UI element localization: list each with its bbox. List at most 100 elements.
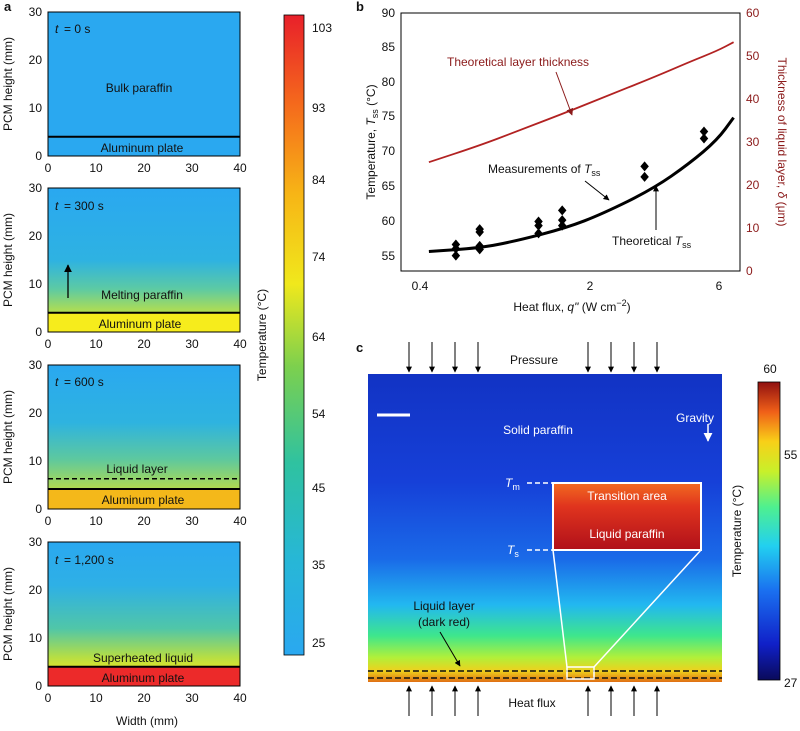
- ytick: 0: [35, 679, 42, 693]
- xtick: 40: [233, 691, 247, 705]
- data-point-measurement: [451, 239, 461, 250]
- panel-a-colorbar-label: Temperature (°C): [255, 289, 269, 381]
- xtick: 0: [45, 161, 52, 175]
- t0-ylabel: PCM height (mm): [1, 37, 15, 131]
- cbar-tick: 84: [312, 173, 326, 187]
- ytick-right: 50: [746, 49, 760, 63]
- xtick: 20: [137, 691, 151, 705]
- xtick: 2: [587, 279, 594, 293]
- cbar-tick: 64: [312, 330, 326, 344]
- xtick: 40: [233, 514, 247, 528]
- annotation-layer-thickness: Theoretical layer thickness: [447, 55, 589, 69]
- series-line-layer-thickness: [428, 41, 735, 164]
- data-point-measurement: [557, 205, 567, 216]
- xtick: 30: [185, 337, 199, 351]
- panel-c-colorbar-label: Temperature (°C): [730, 485, 744, 577]
- measure-arrow-icon: [584, 180, 610, 201]
- xtick: 10: [89, 691, 103, 705]
- ts-label: Ts: [507, 543, 519, 559]
- cbar-c-tick: 60: [763, 362, 777, 376]
- panel-b-plot: [428, 41, 735, 261]
- t600-time-value: = 600 s: [64, 375, 104, 389]
- data-point-measurement: [534, 216, 543, 227]
- panel-b-ylabel-left: Temperature, Tss (°C): [364, 84, 381, 199]
- ytick-left: 55: [382, 249, 396, 263]
- t1200-plate-label: Aluminum plate: [102, 671, 185, 685]
- t1200-region-label: Superheated liquid: [93, 651, 193, 665]
- ytick: 10: [29, 101, 43, 115]
- t600-plate-label: Aluminum plate: [102, 493, 185, 507]
- ytick: 0: [35, 502, 42, 516]
- data-point-measurement: [699, 133, 709, 144]
- t300-ylabel: PCM height (mm): [1, 213, 15, 307]
- data-point-measurement: [475, 224, 484, 235]
- data-point-measurement: [557, 215, 567, 226]
- panel-c-colorbar: 60 55 27 Temperature (°C): [730, 362, 798, 690]
- ytick: 20: [29, 406, 43, 420]
- annotation-measurements: Measurements of Tss: [488, 162, 601, 178]
- panel-a-letter: a: [4, 0, 12, 14]
- panel-b: b 55 60 65 70 75 80 85 90 0 10 20 30 40 …: [356, 0, 789, 314]
- xtick: 30: [185, 514, 199, 528]
- pressure-label: Pressure: [510, 353, 558, 367]
- ytick: 30: [29, 181, 43, 195]
- t0-time-prefix: t: [55, 22, 59, 36]
- ytick-right: 40: [746, 92, 760, 106]
- t1200-xticks: 0 10 20 30 40: [45, 691, 247, 705]
- panel-a-colorbar: 103 93 84 74 64 54 45 35 25 Temperature …: [255, 14, 332, 656]
- panel-a-xlabel: Width (mm): [116, 714, 178, 728]
- transition-label: Transition area: [587, 489, 667, 503]
- cbar-tick: 35: [312, 558, 326, 572]
- ytick: 10: [29, 277, 43, 291]
- t1200-time-prefix: t: [55, 553, 59, 567]
- ytick: 20: [29, 229, 43, 243]
- ytick: 10: [29, 631, 43, 645]
- panel-b-ylabel-right: Thickness of liquid layer, δ (μm): [775, 58, 789, 227]
- liquid-paraffin-label: Liquid paraffin: [589, 527, 664, 541]
- cbar-c-tick: 27: [784, 676, 798, 690]
- ytick: 0: [35, 149, 42, 163]
- panel-c: c Pressure Heat flux Solid paraffin Grav…: [356, 340, 798, 716]
- ytick-left: 60: [382, 214, 396, 228]
- ytick: 20: [29, 53, 43, 67]
- ytick-left: 80: [382, 75, 396, 89]
- data-point-measurement: [451, 250, 461, 261]
- ytick-right: 20: [746, 178, 760, 192]
- ytick: 30: [29, 358, 43, 372]
- panel-b-xlabel: Heat flux, q" (W cm−2): [513, 298, 630, 314]
- xtick: 40: [233, 161, 247, 175]
- ytick: 30: [29, 535, 43, 549]
- xtick: 0: [45, 691, 52, 705]
- ytick-right: 30: [746, 135, 760, 149]
- cbar-tick: 45: [312, 481, 326, 495]
- t300-time-prefix: t: [55, 199, 59, 213]
- ytick: 10: [29, 454, 43, 468]
- series-line-theoretical-tss: [428, 116, 735, 253]
- xtick: 10: [89, 161, 103, 175]
- ytick-left: 70: [382, 144, 396, 158]
- cbar-tick: 54: [312, 407, 326, 421]
- ytick-left: 85: [382, 40, 396, 54]
- t0-plate-label: Aluminum plate: [101, 141, 184, 155]
- t300-yticks: 0 10 20 30: [29, 181, 43, 339]
- pressure-arrows: [406, 342, 660, 373]
- ytick-left: 75: [382, 109, 396, 123]
- layer-arrow-icon: [555, 71, 574, 116]
- xtick: 0: [45, 514, 52, 528]
- xtick: 10: [89, 337, 103, 351]
- t600-yticks: 0 10 20 30: [29, 358, 43, 516]
- liquid-layer-arrow-icon: [439, 631, 461, 667]
- ytick: 30: [29, 5, 43, 19]
- subpanel-t600: t = 600 s Liquid layer Aluminum plate PC…: [1, 358, 247, 528]
- t300-time-value: = 300 s: [64, 199, 104, 213]
- cbar-tick: 25: [312, 636, 326, 650]
- xtick: 40: [233, 337, 247, 351]
- xtick: 30: [185, 691, 199, 705]
- t300-xticks: 0 10 20 30 40: [45, 337, 247, 351]
- liquid-layer-label-2: (dark red): [418, 615, 470, 629]
- liquid-layer-label-1: Liquid layer: [413, 599, 474, 613]
- t0-yticks: 0 10 20 30: [29, 5, 43, 163]
- t600-region-label: Liquid layer: [106, 462, 167, 476]
- annotation-theoretical: Theoretical Tss: [612, 234, 692, 250]
